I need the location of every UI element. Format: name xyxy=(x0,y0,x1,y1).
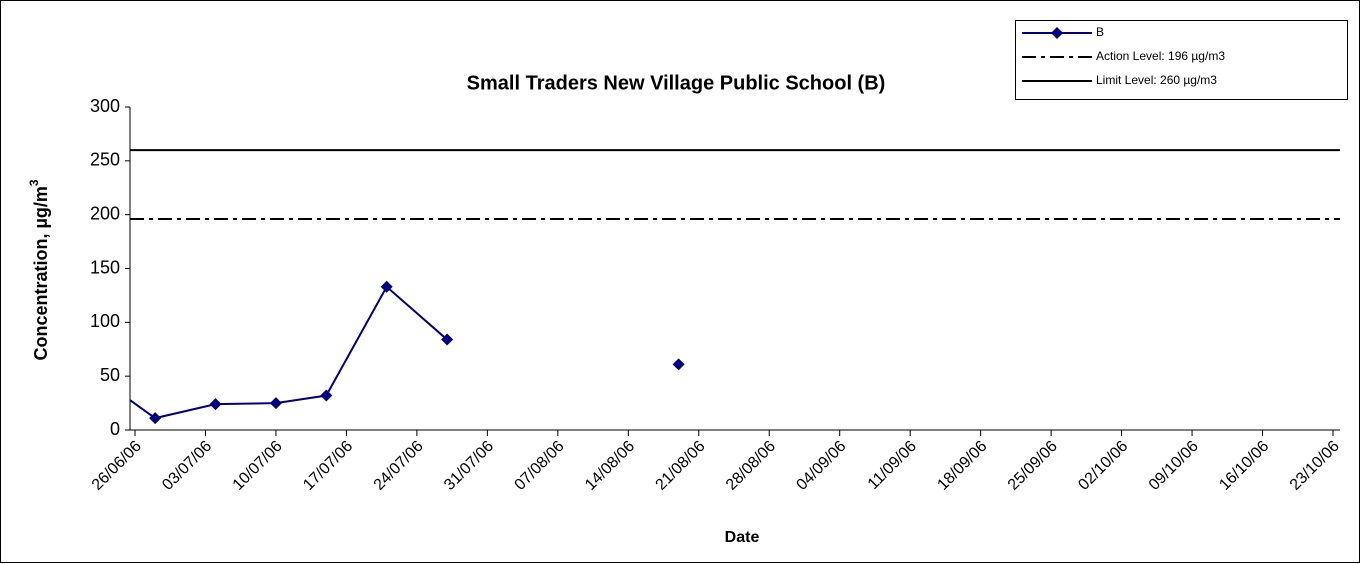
data-point xyxy=(441,333,454,346)
y-axis-label-text: Concentration, µg/m xyxy=(31,186,51,360)
data-point xyxy=(209,398,222,411)
legend-marker xyxy=(1051,27,1063,39)
data-point xyxy=(149,412,162,425)
y-axis-label: Concentration, µg/m3 xyxy=(27,179,51,360)
plot-area xyxy=(130,280,685,425)
y-axis-label-sup: 3 xyxy=(27,179,41,186)
y-tick-label: 200 xyxy=(90,203,120,223)
data-point xyxy=(320,389,333,402)
data-point xyxy=(672,358,685,371)
chart-title: Small Traders New Village Public School … xyxy=(467,72,886,94)
y-tick-label: 250 xyxy=(90,150,120,170)
legend-label: Limit Level: 260 µg/m3 xyxy=(1096,73,1217,87)
x-axis-label: Date xyxy=(725,529,760,546)
legend-label: B xyxy=(1096,25,1104,39)
data-point xyxy=(269,397,282,410)
y-tick-label: 0 xyxy=(110,419,120,439)
y-tick-label: 50 xyxy=(100,365,120,385)
y-tick-label: 100 xyxy=(90,311,120,331)
data-point xyxy=(380,280,393,293)
y-tick-label: 300 xyxy=(90,96,120,116)
y-tick-label: 150 xyxy=(90,257,120,277)
legend-label: Action Level: 196 µg/m3 xyxy=(1096,49,1225,63)
